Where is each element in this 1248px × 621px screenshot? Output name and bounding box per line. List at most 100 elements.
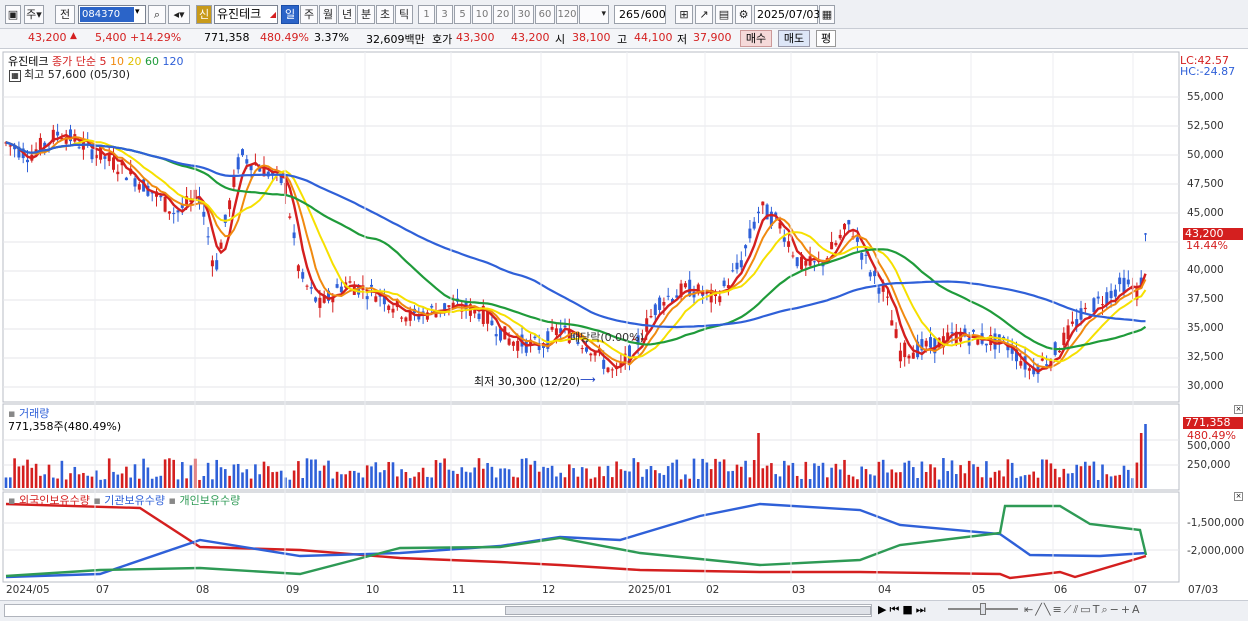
chevron-down-icon[interactable]: ▾	[135, 7, 140, 17]
chart-scrollbar[interactable]	[4, 604, 872, 617]
volume-bar	[937, 479, 941, 488]
font-icon[interactable]: A	[1132, 603, 1142, 616]
date-input[interactable]: 2025/07/03	[754, 5, 820, 24]
panel-settings-icon[interactable]: ▦	[9, 70, 21, 82]
volume-bar	[469, 472, 472, 488]
candle-body	[542, 345, 545, 349]
line-tool-icon[interactable]: ╱	[1035, 603, 1044, 616]
candle-body	[1032, 367, 1036, 375]
volume-bar	[692, 458, 696, 488]
change-amount: 5,400	[95, 31, 127, 44]
sound-icon[interactable]: ◂▾	[168, 5, 190, 24]
candle-body	[748, 228, 752, 239]
candle-body	[1006, 345, 1010, 351]
calendar-icon[interactable]: ▦	[819, 5, 835, 24]
zoom-slider-handle[interactable]	[980, 603, 986, 615]
candle-body	[34, 149, 38, 152]
interval-button-3[interactable]: 10	[472, 5, 492, 24]
period-tab-4[interactable]: 분	[357, 5, 375, 24]
candle-body	[116, 171, 120, 175]
interval-button-6[interactable]: 60	[535, 5, 555, 24]
draw-tool-icon[interactable]: ↗	[695, 5, 713, 24]
candle-body	[894, 329, 898, 338]
zoom-out-icon[interactable]: ⌕	[1101, 603, 1110, 616]
volume-bar	[744, 460, 747, 488]
play-icon[interactable]: ▶	[878, 603, 890, 616]
interval-button-1[interactable]: 3	[436, 5, 453, 24]
new-badge-button[interactable]: 신	[196, 5, 212, 24]
candle-body	[933, 338, 937, 354]
volume-bar	[907, 460, 911, 488]
text-tool-icon[interactable]: T	[1092, 603, 1102, 616]
volume-bar	[86, 475, 89, 488]
channel-tool-icon[interactable]: ⫽	[1073, 603, 1081, 616]
volume-bar	[168, 458, 171, 488]
volume-bar	[623, 470, 627, 488]
chart-canvas[interactable]	[0, 50, 1248, 600]
interval-button-7[interactable]: 120	[556, 5, 578, 24]
sell-button[interactable]: 매도	[778, 30, 810, 47]
window-menu-icon[interactable]: ▣	[5, 5, 21, 24]
interval-button-0[interactable]: 1	[418, 5, 435, 24]
search-icon[interactable]: ⌕	[148, 5, 166, 24]
volume-bar	[834, 463, 838, 488]
volume-bar	[980, 477, 984, 488]
interval-button-2[interactable]: 5	[454, 5, 471, 24]
type-select[interactable]: 주▾	[24, 5, 44, 24]
volume-bar	[619, 469, 623, 488]
stock-name-field[interactable]: 유진테크 ◢	[214, 5, 278, 24]
candle-body	[391, 308, 395, 313]
zoom-slider[interactable]	[948, 603, 1018, 615]
legend-stock-name: 유진테크	[8, 55, 49, 68]
ray-tool-icon[interactable]: ╲	[1043, 603, 1053, 616]
buy-button[interactable]: 매수	[740, 30, 772, 47]
volume-bar	[765, 465, 769, 488]
volume-bar	[47, 464, 51, 488]
volume-bar	[258, 474, 261, 488]
candle-body	[494, 334, 498, 337]
volume-bar	[95, 470, 98, 488]
candle-body	[529, 339, 533, 345]
candle-body	[370, 284, 373, 287]
close-icon[interactable]: ×	[1234, 405, 1243, 414]
volume-panel-frame	[2, 403, 1180, 491]
eval-button[interactable]: 평	[816, 30, 836, 47]
period-tab-1[interactable]: 주	[300, 5, 318, 24]
volume-bar	[378, 472, 382, 488]
period-tab-0[interactable]: 일	[281, 5, 299, 24]
count-field[interactable]: 265 /600	[614, 5, 666, 24]
fib-tool-icon[interactable]: ≡	[1052, 603, 1064, 616]
volume-bar	[748, 477, 752, 488]
volume-bar	[262, 461, 266, 488]
save-icon[interactable]: ▤	[715, 5, 733, 24]
minus-icon[interactable]: −	[1109, 603, 1121, 616]
gear-icon[interactable]: ⚙	[735, 5, 752, 24]
scrollbar-thumb[interactable]	[505, 606, 871, 615]
period-tab-3[interactable]: 년	[338, 5, 356, 24]
period-tab-5[interactable]: 초	[376, 5, 394, 24]
box-tool-icon[interactable]: ▭	[1080, 603, 1093, 616]
period-tab-2[interactable]: 월	[319, 5, 337, 24]
pan-left-icon[interactable]: ⇤	[1024, 603, 1036, 616]
candle-body	[688, 279, 692, 297]
candle-body	[8, 145, 12, 147]
volume-title-text: 거래량	[18, 407, 50, 420]
interval-button-5[interactable]: 30	[514, 5, 534, 24]
plus-icon[interactable]: +	[1120, 603, 1133, 616]
period-tab-6[interactable]: 틱	[395, 5, 413, 24]
volume-value: 771,358	[204, 31, 250, 44]
candle-body	[443, 303, 447, 311]
interval-button-4[interactable]: 20	[493, 5, 513, 24]
stock-code-input[interactable]: 084370 ▾	[78, 5, 146, 24]
forward-icon[interactable]: ⏭	[915, 603, 929, 616]
volume-bar	[133, 464, 137, 488]
close-icon[interactable]: ×	[1234, 492, 1243, 501]
stop-icon[interactable]: ■	[902, 603, 916, 616]
candle-body	[26, 159, 29, 163]
chart-tools-icon[interactable]: ⊞	[675, 5, 693, 24]
rewind-icon[interactable]: ⏮	[889, 603, 903, 616]
interval-dropdown[interactable]: ▾	[579, 5, 609, 24]
candle-body	[924, 340, 928, 347]
mode-select[interactable]: 전	[55, 5, 75, 24]
trend-tool-icon[interactable]: ⟋	[1063, 603, 1074, 616]
